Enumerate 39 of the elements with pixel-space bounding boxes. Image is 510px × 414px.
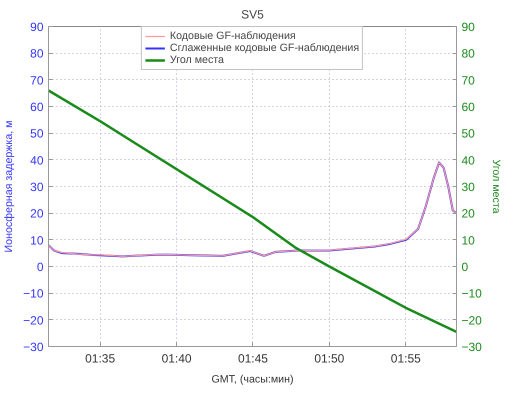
y2-tick-label: 80 — [462, 46, 476, 61]
y2-tick-label: 10 — [462, 233, 476, 248]
y2-tick-label: 0 — [462, 260, 468, 274]
y-tick-label: 60 — [30, 100, 44, 114]
y-tick-label: 90 — [30, 20, 44, 34]
y-tick-label: 70 — [30, 73, 44, 88]
line-series — [48, 89, 456, 334]
y2-tick-label: 50 — [462, 126, 476, 141]
y-tick-label: 40 — [30, 153, 44, 168]
y2-tick-label: 70 — [462, 73, 476, 88]
y2-axis-title: Угол места — [490, 159, 502, 214]
y-axis-title: Ионосферная задержка, м — [3, 120, 16, 252]
y2-tick-label: 40 — [462, 153, 476, 168]
y2-tick-label: 90 — [462, 20, 476, 34]
y-tick-label: 10 — [30, 233, 44, 248]
y-tick-label: 50 — [30, 126, 44, 141]
y2-tick-label: 60 — [462, 100, 476, 114]
y2-tick-label: 30 — [462, 180, 476, 194]
x-tick-label: 01:35 — [85, 352, 116, 366]
y-tick-label: 80 — [30, 46, 44, 61]
x-tick-label: 01:45 — [238, 352, 268, 366]
y2-tick-label: −10 — [462, 286, 482, 301]
legend-label: Кодовые GF-наблюдения — [170, 30, 296, 42]
y2-tick-label: 20 — [462, 206, 476, 221]
x-tick-label: 01:55 — [390, 352, 422, 366]
chart-title: SV5 — [241, 8, 264, 22]
x-tick-label: 01:50 — [314, 352, 345, 366]
y-tick-label: −30 — [23, 340, 44, 354]
y-tick-label: −10 — [23, 286, 44, 301]
y-tick-label: 20 — [30, 206, 44, 221]
y2-tick-label: −30 — [462, 340, 482, 354]
y-tick-label: 0 — [36, 260, 44, 274]
legend-label: Угол места — [170, 54, 224, 66]
y2-tick-label: −20 — [462, 313, 482, 328]
x-axis-title: GMT, (часы:мин) — [211, 374, 294, 386]
y-tick-label: −20 — [23, 313, 44, 328]
x-tick-label: 01:40 — [162, 352, 192, 366]
legend-label: Сглаженные кодовые GF-наблюдения — [170, 42, 360, 54]
y-tick-label: 30 — [30, 180, 44, 194]
